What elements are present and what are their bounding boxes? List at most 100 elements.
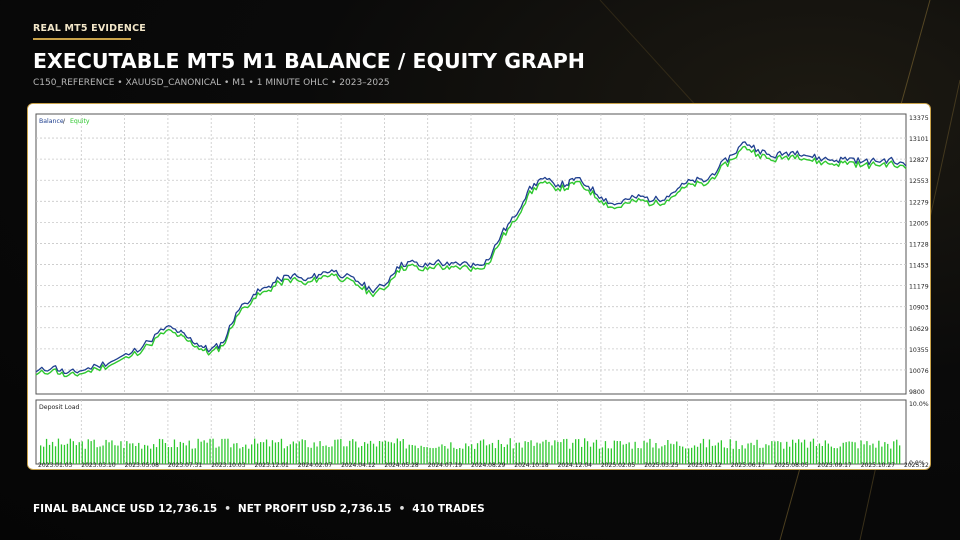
deposit-load-bar xyxy=(759,447,761,464)
load-y-tick-label: 10.0% xyxy=(909,401,929,408)
deposit-load-bar xyxy=(515,442,517,464)
deposit-load-bar xyxy=(566,438,568,464)
deposit-load-bar xyxy=(325,445,327,464)
deposit-load-bar xyxy=(289,444,291,464)
x-tick-label: 2025.02.05 xyxy=(601,462,636,468)
deposit-load-bar xyxy=(866,441,868,464)
x-tick-label: 2025.03.25 xyxy=(644,462,679,468)
deposit-load-bar xyxy=(881,446,883,464)
deposit-load-bar xyxy=(771,441,773,464)
deposit-load-bar xyxy=(93,439,95,464)
deposit-load-bar xyxy=(96,447,98,464)
deposit-load-bar xyxy=(572,442,574,464)
deposit-load-bar xyxy=(316,446,318,464)
deposit-load-bar xyxy=(774,441,776,464)
deposit-load-bar xyxy=(334,439,336,464)
deposit-load-bar xyxy=(643,440,645,464)
deposit-load-bar xyxy=(798,439,800,464)
deposit-load-bar xyxy=(459,448,461,464)
deposit-load-bar xyxy=(691,447,693,464)
deposit-load-bar xyxy=(863,444,865,464)
deposit-load-bar xyxy=(411,445,413,464)
deposit-load-bar xyxy=(890,448,892,464)
deposit-load-bar xyxy=(179,441,181,464)
deposit-load-bar xyxy=(158,438,161,464)
deposit-load-bar xyxy=(343,446,345,464)
deposit-load-bar xyxy=(48,444,51,464)
y-tick-label: 10629 xyxy=(909,326,929,333)
deposit-load-bar xyxy=(245,444,247,464)
deposit-load-bar xyxy=(453,447,455,464)
deposit-load-bar xyxy=(578,439,580,464)
deposit-load-bar xyxy=(69,438,71,464)
deposit-load-bar xyxy=(328,447,330,464)
deposit-load-bar xyxy=(601,447,604,464)
deposit-load-bar xyxy=(893,441,895,464)
deposit-load-bar xyxy=(251,444,253,464)
deposit-load-bar xyxy=(827,443,829,464)
deposit-load-bar xyxy=(426,447,428,464)
deposit-load-bar xyxy=(533,445,535,464)
deposit-load-bar xyxy=(899,445,901,464)
deposit-load-bar xyxy=(581,446,583,464)
deposit-load-bar xyxy=(589,446,592,464)
deposit-load-bar xyxy=(720,440,722,464)
deposit-load-bar xyxy=(488,444,491,464)
deposit-load-bar xyxy=(670,443,672,464)
deposit-load-bar xyxy=(824,440,826,464)
y-tick-label: 12553 xyxy=(909,178,929,185)
deposit-load-bar xyxy=(239,448,241,464)
deposit-load-bar xyxy=(161,439,164,464)
badge-underline xyxy=(33,38,131,40)
deposit-load-bar xyxy=(688,448,690,464)
legend-separator: / xyxy=(63,118,66,125)
deposit-load-bar xyxy=(800,442,803,464)
deposit-load-bar xyxy=(598,448,601,464)
deposit-load-bar xyxy=(646,442,648,464)
deposit-load-bar xyxy=(625,443,627,464)
deposit-load-bar xyxy=(283,448,285,464)
deposit-load-bar xyxy=(230,447,232,464)
deposit-load-bar xyxy=(741,445,743,464)
y-tick-label: 10076 xyxy=(909,368,929,375)
deposit-load-bar xyxy=(141,448,143,464)
deposit-load-bar xyxy=(744,448,746,464)
deposit-load-bar xyxy=(465,443,467,464)
deposit-load-bar xyxy=(387,441,390,464)
deposit-load-bar xyxy=(307,447,309,464)
deposit-load-bar xyxy=(789,446,791,464)
deposit-load-bar xyxy=(438,446,440,464)
deposit-load-bar xyxy=(729,439,731,464)
deposit-load-bar xyxy=(673,444,675,464)
deposit-load-bar xyxy=(108,442,110,464)
deposit-load-bar xyxy=(262,442,265,464)
deposit-load-bar xyxy=(381,441,384,464)
deposit-load-bar xyxy=(809,441,812,464)
final-balance: FINAL BALANCE USD 12,736.15 xyxy=(33,503,218,515)
deposit-load-bar xyxy=(150,448,152,464)
deposit-load-bar xyxy=(111,440,113,464)
deposit-load-bar xyxy=(155,447,158,464)
deposit-load-bar xyxy=(711,445,714,464)
deposit-load-bar xyxy=(215,447,217,464)
deposit-load-bar xyxy=(792,439,794,464)
deposit-load-bar xyxy=(450,442,452,464)
deposit-load-bar xyxy=(66,443,69,464)
deposit-load-bar xyxy=(236,443,238,464)
deposit-load-bar xyxy=(836,448,838,464)
deposit-load-bar xyxy=(147,445,149,464)
deposit-load-bar xyxy=(129,443,131,464)
equity-line xyxy=(35,145,907,378)
deposit-load-bar xyxy=(123,447,125,464)
deposit-load-bar xyxy=(536,442,538,464)
deposit-load-bar xyxy=(310,447,312,464)
deposit-load-bar xyxy=(456,449,458,464)
deposit-load-bar xyxy=(260,442,262,464)
deposit-load-bar xyxy=(854,442,856,464)
deposit-load-bar xyxy=(399,441,401,464)
x-tick-label: 2024.08.29 xyxy=(471,462,506,468)
x-tick-label: 2025.05.12 xyxy=(688,462,723,468)
y-tick-label: 11453 xyxy=(909,263,929,270)
deposit-load-bar xyxy=(378,441,381,464)
deposit-load-bar xyxy=(63,444,66,464)
